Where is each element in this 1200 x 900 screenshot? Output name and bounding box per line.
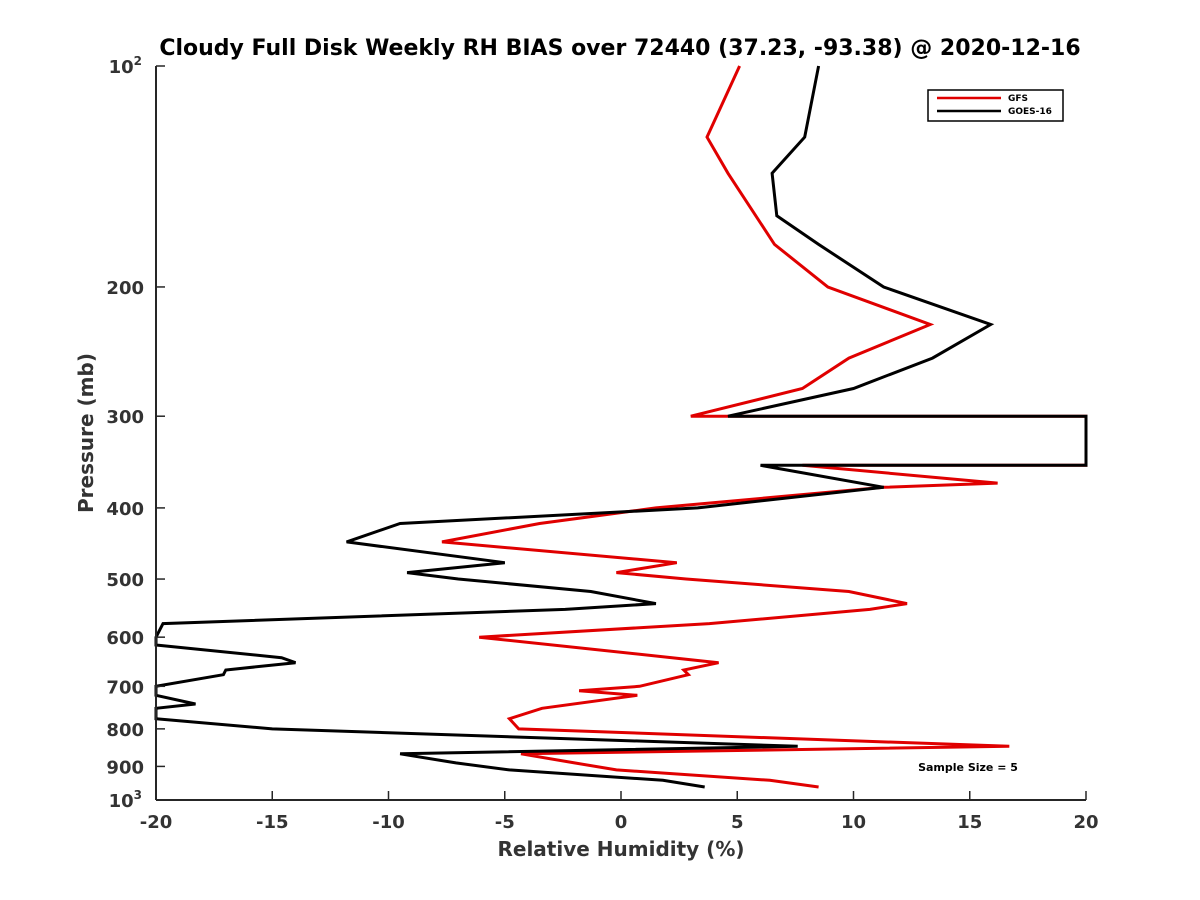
legend: GFS GOES-16	[927, 89, 1064, 122]
x-tick-label: 10	[841, 812, 866, 833]
y-tick-label: 600	[106, 628, 144, 649]
y-tick-label-base: 400	[106, 499, 144, 520]
y-tick-label: 400	[106, 499, 144, 520]
x-tick-label: 0	[615, 812, 628, 833]
x-tick-label: -5	[495, 812, 515, 833]
chart-title: Cloudy Full Disk Weekly RH BIAS over 724…	[159, 36, 1080, 61]
y-tick-label: 800	[106, 720, 144, 741]
legend-label-goes16: GOES-16	[1008, 107, 1052, 117]
x-tick-label: -10	[372, 812, 405, 833]
series-line-gfs	[441, 65, 1088, 789]
x-tick-label: -15	[256, 812, 289, 833]
y-tick-label: 200	[106, 278, 144, 299]
y-tick-label-base: 600	[106, 628, 144, 649]
y-tick-label-exponent: 3	[134, 788, 142, 802]
x-axis-ticks: -20 -15 -10 -5 0 5 10 15 20	[140, 791, 1099, 833]
y-tick-label-base: 10	[109, 57, 134, 78]
legend-label-gfs: GFS	[1008, 94, 1028, 104]
legend-box	[927, 89, 1064, 122]
y-tick-label: 700	[106, 677, 144, 698]
y-tick-label: 300	[106, 407, 144, 428]
y-tick-label-base: 300	[106, 407, 144, 428]
x-tick-label: 5	[731, 812, 744, 833]
x-tick-label: 15	[957, 812, 982, 833]
y-tick-label-base: 200	[106, 278, 144, 299]
y-axis-label: Pressure (mb)	[74, 353, 98, 513]
x-axis-label: Relative Humidity (%)	[497, 837, 744, 861]
y-tick-label-base: 10	[109, 791, 134, 812]
x-tick-label: -20	[140, 812, 173, 833]
y-tick-label: 102	[109, 54, 142, 78]
x-tick-label: 20	[1073, 812, 1098, 833]
y-tick-label: 900	[106, 757, 144, 778]
y-tick-label-base: 900	[106, 757, 144, 778]
y-tick-label: 103	[109, 788, 142, 812]
y-tick-label-exponent: 2	[134, 54, 142, 68]
y-tick-label-base: 800	[106, 720, 144, 741]
y-tick-label-base: 500	[106, 570, 144, 591]
sample-size-annotation: Sample Size = 5	[918, 761, 1018, 774]
y-tick-label: 500	[106, 570, 144, 591]
y-tick-label-base: 700	[106, 677, 144, 698]
